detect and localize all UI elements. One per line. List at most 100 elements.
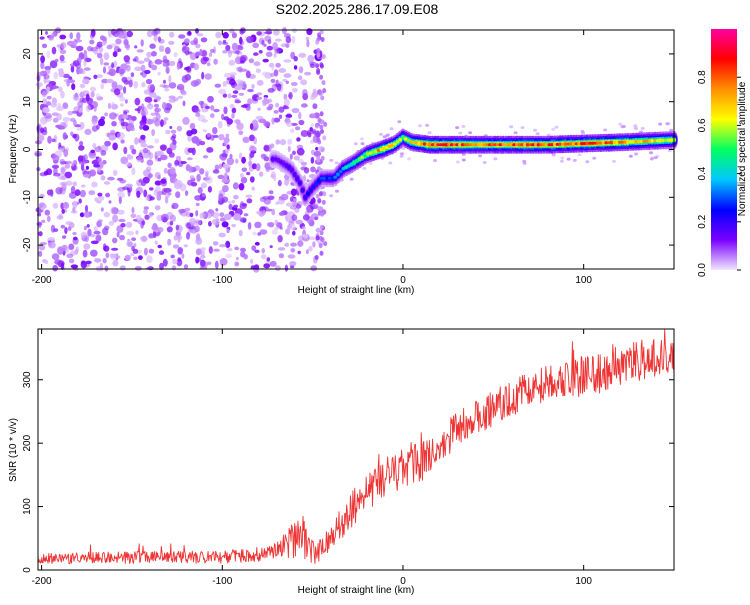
- ridge-mark: [425, 142, 430, 146]
- noise-speckle: [69, 63, 76, 67]
- noise-speckle: [131, 148, 137, 155]
- noise-speckle: [123, 55, 130, 63]
- noise-speckle: [63, 79, 71, 83]
- noise-speckle: [88, 152, 97, 159]
- noise-speckle: [297, 250, 301, 255]
- noise-speckle: [577, 153, 582, 157]
- noise-speckle: [168, 40, 175, 46]
- noise-speckle: [461, 158, 466, 162]
- noise-speckle: [64, 247, 70, 254]
- noise-speckle: [264, 31, 273, 35]
- ridge-mark: [531, 143, 535, 147]
- noise-speckle: [136, 49, 144, 53]
- noise-speckle: [316, 52, 321, 58]
- noise-speckle: [255, 115, 264, 120]
- noise-speckle: [300, 79, 308, 86]
- noise-speckle: [493, 157, 498, 161]
- noise-speckle: [246, 36, 254, 44]
- noise-speckle: [64, 171, 73, 179]
- noise-speckle: [144, 214, 150, 220]
- noise-speckle: [80, 231, 88, 238]
- noise-speckle: [78, 198, 82, 204]
- noise-speckle: [190, 181, 198, 187]
- noise-speckle: [112, 142, 118, 151]
- noise-speckle: [112, 169, 118, 176]
- noise-speckle: [308, 245, 313, 252]
- noise-speckle: [260, 153, 267, 158]
- noise-speckle: [315, 193, 320, 199]
- noise-speckle: [54, 58, 59, 63]
- noise-speckle: [83, 173, 90, 178]
- noise-speckle: [71, 83, 76, 91]
- snr-x-tick-label: -100: [212, 576, 232, 587]
- noise-speckle: [300, 130, 309, 137]
- noise-speckle: [143, 153, 150, 159]
- ridge-mark: [593, 141, 598, 145]
- noise-speckle: [134, 266, 142, 271]
- noise-speckle: [401, 146, 406, 150]
- ridge-mark: [401, 135, 405, 140]
- noise-speckle: [311, 128, 316, 133]
- noise-speckle: [275, 139, 281, 145]
- ridge-mark: [444, 143, 449, 147]
- spectrogram-y-tick-label: -10: [22, 190, 33, 205]
- noise-speckle: [368, 162, 373, 165]
- noise-speckle: [252, 231, 257, 236]
- noise-speckle: [255, 163, 261, 172]
- noise-speckle: [120, 103, 124, 107]
- noise-speckle: [152, 117, 159, 123]
- noise-speckle: [640, 127, 645, 130]
- snr-series-line: [37, 328, 674, 565]
- noise-speckle: [282, 78, 288, 82]
- noise-speckle: [50, 33, 55, 38]
- noise-speckle: [195, 28, 199, 34]
- noise-speckle: [382, 135, 387, 139]
- noise-speckle: [43, 170, 49, 176]
- noise-speckle: [236, 66, 242, 72]
- noise-speckle: [46, 215, 51, 222]
- noise-speckle: [251, 163, 257, 170]
- noise-speckle: [98, 161, 104, 169]
- noise-speckle: [38, 244, 46, 251]
- noise-speckle: [289, 223, 296, 231]
- noise-speckle: [222, 39, 227, 44]
- ridge-mark: [547, 143, 552, 147]
- noise-speckle: [262, 209, 266, 216]
- noise-speckle: [60, 175, 67, 180]
- noise-speckle: [283, 73, 292, 78]
- noise-speckle: [100, 83, 105, 90]
- noise-speckle: [110, 206, 118, 215]
- noise-speckle: [309, 63, 316, 68]
- noise-speckle: [59, 122, 67, 130]
- noise-speckle: [309, 113, 316, 119]
- noise-speckle: [295, 204, 302, 209]
- noise-speckle: [335, 189, 339, 193]
- noise-speckle: [229, 72, 237, 76]
- noise-speckle: [85, 165, 89, 170]
- ridge-mark: [330, 176, 335, 180]
- noise-speckle: [281, 27, 287, 35]
- noise-speckle: [148, 173, 153, 179]
- noise-speckle: [140, 180, 147, 187]
- noise-speckle: [455, 126, 460, 130]
- noise-speckle: [312, 241, 316, 248]
- noise-speckle: [291, 107, 300, 114]
- noise-speckle: [232, 90, 239, 94]
- noise-speckle: [287, 254, 296, 259]
- noise-speckle: [68, 258, 75, 264]
- noise-speckle: [67, 40, 75, 47]
- noise-speckle: [257, 107, 261, 111]
- noise-speckle: [271, 229, 278, 235]
- noise-speckle: [102, 36, 107, 42]
- noise-speckle: [218, 88, 227, 95]
- noise-speckle: [195, 256, 200, 264]
- spectrogram-y-tick-label: 0: [22, 146, 33, 152]
- noise-speckle: [319, 124, 324, 130]
- snr-x-tick-label: 0: [400, 576, 406, 587]
- snr-x-ticks: -200 -100 0 100: [32, 329, 592, 587]
- ridge-mark: [363, 153, 367, 158]
- noise-speckle: [144, 96, 153, 103]
- ridge-mark: [290, 168, 294, 172]
- spectrogram-ylabel: Frequency (Hz): [8, 115, 19, 184]
- ridge-mark: [509, 143, 514, 147]
